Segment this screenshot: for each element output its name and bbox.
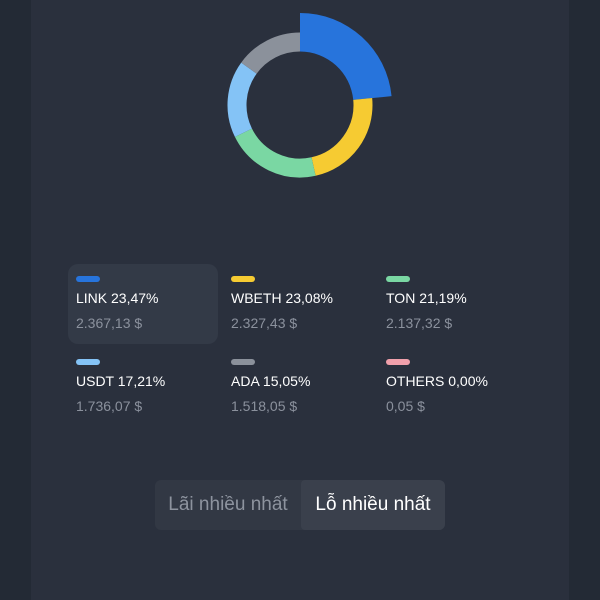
legend-swatch — [76, 359, 100, 365]
donut-slice-wbeth[interactable] — [311, 98, 373, 176]
legend-item-ada[interactable]: ADA 15,05% 1.518,05 $ — [223, 347, 373, 427]
top-gainers-tab[interactable]: Lãi nhiều nhất — [168, 494, 288, 515]
donut-slice-link[interactable] — [300, 13, 392, 100]
donut-slice-ton[interactable] — [234, 128, 316, 178]
legend-value: 2.367,13 $ — [76, 315, 143, 331]
legend-swatch — [76, 276, 100, 282]
profit-loss-toggle: Lãi nhiều nhất Lỗ nhiều nhất — [155, 480, 445, 530]
legend-item-link[interactable]: LINK 23,47% 2.367,13 $ — [68, 264, 218, 344]
legend-item-usdt[interactable]: USDT 17,21% 1.736,07 $ — [68, 347, 218, 427]
legend-swatch — [231, 359, 255, 365]
legend-value: 2.327,43 $ — [231, 315, 298, 331]
legend-value: 1.518,05 $ — [231, 398, 298, 414]
legend-label: ADA 15,05% — [231, 373, 311, 389]
top-losers-tab[interactable]: Lỗ nhiều nhất — [301, 480, 445, 530]
legend-swatch — [231, 276, 255, 282]
legend-value: 1.736,07 $ — [76, 398, 143, 414]
legend-item-others[interactable]: OTHERS 0,00% 0,05 $ — [378, 347, 528, 427]
donut-svg — [227, 13, 392, 178]
legend-label: OTHERS 0,00% — [386, 373, 488, 389]
legend-label: LINK 23,47% — [76, 290, 159, 306]
donut-slice-ada[interactable] — [241, 32, 301, 75]
legend-value: 0,05 $ — [386, 398, 425, 414]
legend-swatch — [386, 359, 410, 365]
legend-item-wbeth[interactable]: WBETH 23,08% 2.327,43 $ — [223, 264, 373, 344]
donut-slice-usdt[interactable] — [227, 62, 257, 137]
legend-item-ton[interactable]: TON 21,19% 2.137,32 $ — [378, 264, 528, 344]
allocation-donut-chart — [31, 0, 569, 210]
legend-value: 2.137,32 $ — [386, 315, 453, 331]
portfolio-panel: LINK 23,47% 2.367,13 $ WBETH 23,08% 2.32… — [31, 0, 569, 600]
legend-label: TON 21,19% — [386, 290, 467, 306]
legend-swatch — [386, 276, 410, 282]
legend-label: USDT 17,21% — [76, 373, 166, 389]
legend-label: WBETH 23,08% — [231, 290, 333, 306]
